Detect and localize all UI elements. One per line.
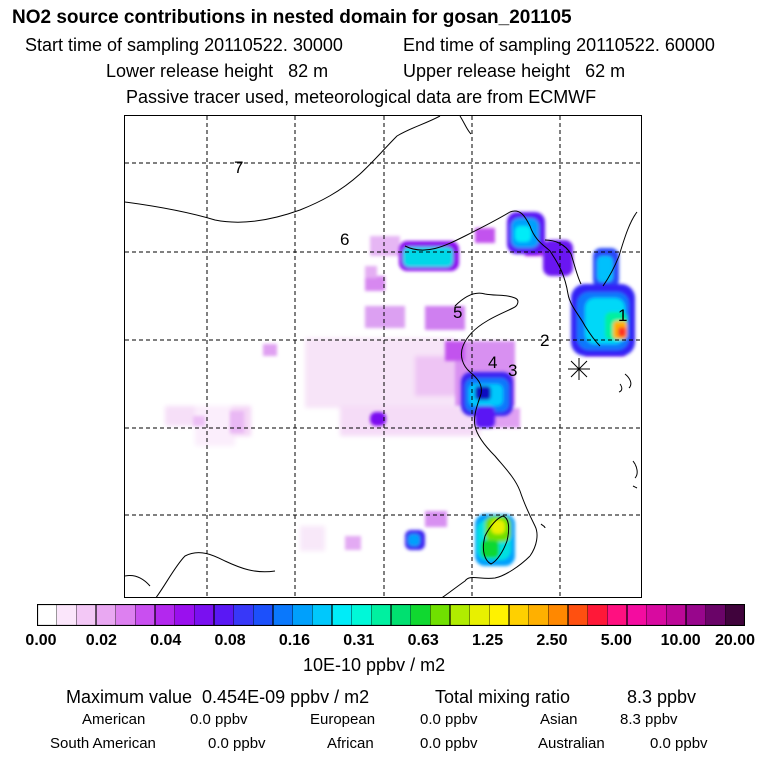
colorbar-tick-label: 0.63: [407, 632, 439, 649]
colorbar-swatch: [607, 604, 628, 626]
colorbar-swatch: [410, 604, 431, 626]
colorbar-tick-label: 20.00: [714, 632, 756, 649]
max-value-label: Maximum value 0.454E-09 ppbv / m2: [66, 687, 370, 707]
colorbar-swatch: [214, 604, 235, 626]
colorbar-swatch: [174, 604, 195, 626]
colorbar-tick-label: 0.00: [25, 632, 57, 649]
plume-high: [370, 212, 635, 566]
map-canvas: 1 2 3 4 5 6 7: [125, 116, 641, 597]
colorbar-tick-label: 0.02: [85, 632, 117, 649]
colorbar-swatch: [587, 604, 608, 626]
region-value-african: 0.0 ppbv: [420, 735, 478, 752]
colorbar-swatch: [528, 604, 549, 626]
region-value-asian: 8.3 ppbv: [620, 711, 678, 728]
total-mixing-label: Total mixing ratio: [435, 687, 571, 707]
colorbar-swatch: [332, 604, 353, 626]
colorbar-swatch: [568, 604, 589, 626]
colorbar-swatch: [391, 604, 412, 626]
colorbar-swatch: [76, 604, 97, 626]
region-label-2: 2: [540, 331, 549, 350]
colorbar-swatch: [509, 604, 530, 626]
region-value-australian: 0.0 ppbv: [650, 735, 708, 752]
colorbar-swatch: [351, 604, 372, 626]
colorbar-border: [37, 604, 745, 626]
region-label-3: 3: [508, 361, 517, 380]
map-panel: 1 2 3 4 5 6 7: [124, 115, 642, 598]
colorbar-swatch: [705, 604, 726, 626]
region-label-4: 4: [488, 353, 497, 372]
colorbar-tick-label: 2.50: [536, 632, 568, 649]
colorbar-tick-label: 1.25: [471, 632, 504, 649]
colorbar-swatch: [646, 604, 667, 626]
colorbar-swatch: [273, 604, 294, 626]
colorbar-swatch: [96, 604, 117, 626]
colorbar-swatch: [450, 604, 471, 626]
colorbar-swatch: [253, 604, 274, 626]
colorbar-swatch: [666, 604, 687, 626]
region-value-south-american: 0.0 ppbv: [208, 735, 266, 752]
region-name-african: African: [327, 735, 374, 752]
region-name-european: European: [310, 711, 376, 728]
region-label-6: 6: [340, 230, 349, 249]
colorbar-tick-label: 0.16: [278, 632, 311, 649]
region-label-5: 5: [453, 303, 462, 322]
colorbar-tick-label: 0.08: [214, 632, 246, 649]
end-time-label: End time of sampling 20110522. 60000: [403, 35, 715, 55]
lower-release-label: Lower release height 82 m: [106, 61, 329, 81]
start-time-label: Start time of sampling 20110522. 30000: [25, 35, 343, 55]
colorbar-tick-label: 0.04: [150, 632, 182, 649]
region-value-european: 0.0 ppbv: [420, 711, 478, 728]
colorbar-tick-label: 0.31: [343, 632, 375, 649]
colorbar-unit: 10E-10 ppbv / m2: [303, 655, 446, 675]
colorbar-swatch: [686, 604, 707, 626]
region-name-south-american: South American: [50, 735, 156, 752]
info-label: Passive tracer used, meteorological data…: [126, 87, 597, 107]
colorbar-swatch: [233, 604, 254, 626]
colorbar-swatch: [194, 604, 215, 626]
colorbar-swatch: [489, 604, 510, 626]
colorbar-swatch: [430, 604, 451, 626]
colorbar-swatch: [725, 604, 745, 626]
colorbar-tick-label: 10.00: [660, 632, 701, 649]
asterisk-marker: [568, 358, 590, 380]
colorbar-swatch: [371, 604, 392, 626]
chart-title: NO2 source contributions in nested domai…: [12, 7, 572, 28]
region-name-australian: Australian: [538, 735, 605, 752]
colorbar: [37, 604, 745, 626]
colorbar-swatch: [37, 604, 58, 626]
colorbar-swatch: [292, 604, 313, 626]
colorbar-swatch: [135, 604, 156, 626]
region-value-american: 0.0 ppbv: [190, 711, 248, 728]
region-label-1: 1: [618, 306, 627, 325]
lat-lon-grid: [125, 116, 641, 597]
colorbar-swatch: [56, 604, 77, 626]
colorbar-swatch: [548, 604, 569, 626]
upper-release-label: Upper release height 62 m: [403, 61, 626, 81]
total-mixing-value: 8.3 ppbv: [627, 687, 697, 707]
region-name-american: American: [82, 711, 146, 728]
colorbar-swatch: [155, 604, 176, 626]
colorbar-swatch: [469, 604, 490, 626]
colorbar-tick-label: 5.00: [600, 632, 632, 649]
colorbar-swatch: [115, 604, 136, 626]
region-label-7: 7: [234, 158, 243, 177]
region-name-asian: Asian: [540, 711, 578, 728]
colorbar-swatch: [627, 604, 648, 626]
colorbar-swatch: [312, 604, 333, 626]
